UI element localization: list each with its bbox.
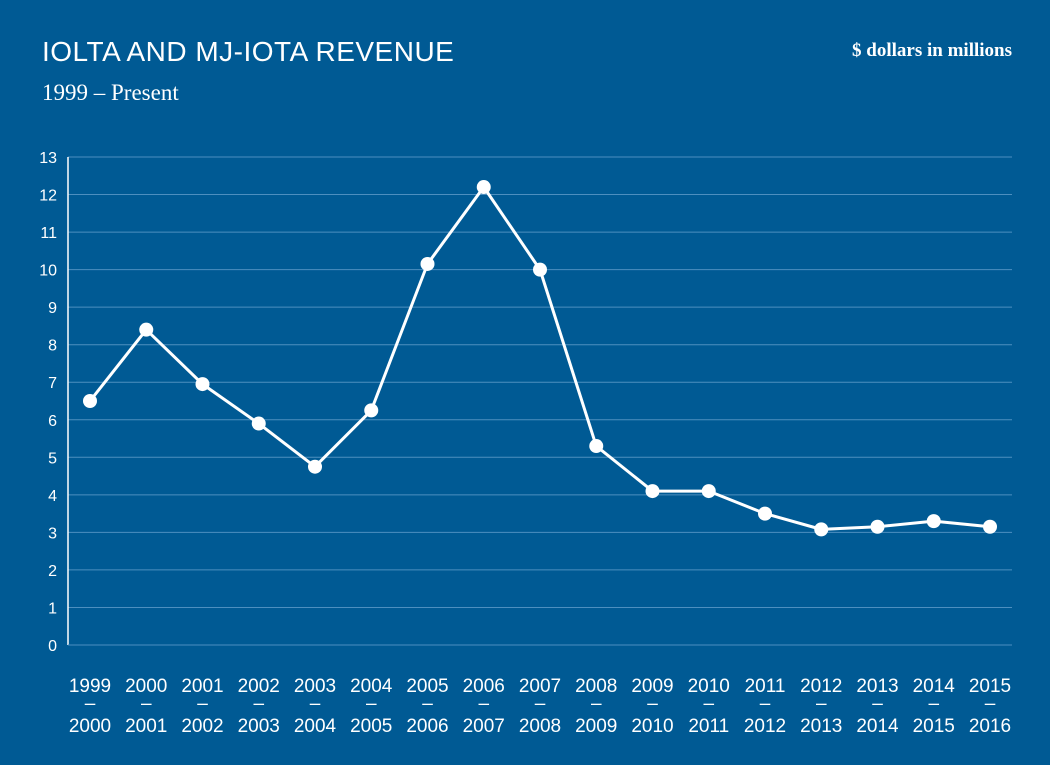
data-point: [195, 377, 210, 392]
data-point: [420, 256, 435, 271]
data-point: [251, 416, 266, 431]
data-point: [589, 439, 604, 454]
x-tick-label: –: [816, 694, 827, 715]
y-tick-label: 2: [48, 563, 57, 580]
x-tick-label: 2012: [800, 676, 842, 697]
data-point: [758, 506, 772, 521]
x-tick-label: 2013: [800, 716, 842, 737]
x-tick-label: –: [928, 694, 939, 715]
x-tick-label: –: [253, 694, 264, 715]
y-tick-label: 13: [39, 150, 57, 167]
x-tick-label: 2012: [744, 716, 786, 737]
x-tick-label: 2015: [969, 676, 1011, 697]
y-tick-label: 3: [48, 525, 57, 542]
x-tick-label: –: [197, 694, 208, 715]
x-tick-label: 2015: [913, 716, 955, 737]
x-tick-label: 2009: [575, 716, 617, 737]
data-point: [308, 459, 322, 474]
data-point: [870, 519, 885, 534]
y-tick-label: 12: [39, 188, 57, 205]
x-tick-label: 2011: [745, 676, 786, 697]
x-tick-label: 2010: [688, 676, 730, 697]
x-tick-label: 2000: [125, 676, 167, 697]
chart-subtitle: 1999 – Present: [42, 80, 179, 105]
x-tick-label: 2014: [856, 716, 899, 737]
x-tick-label: 2008: [519, 716, 561, 737]
y-tick-label: 8: [48, 338, 57, 355]
x-tick-label: –: [647, 694, 658, 715]
data-point: [83, 394, 97, 408]
data-point: [476, 180, 491, 195]
series-line: [88, 185, 991, 531]
x-tick-label: –: [760, 694, 771, 715]
y-tick-label: 6: [48, 413, 57, 430]
x-tick-label: 1999: [69, 676, 111, 697]
x-tick-label: 2011: [688, 716, 729, 737]
x-tick-label: 2002: [181, 716, 223, 737]
data-point: [814, 522, 829, 537]
x-tick-label: 2002: [238, 676, 280, 697]
x-tick-label: –: [535, 694, 546, 715]
x-tick-label: 2007: [463, 716, 505, 737]
x-tick-label: –: [85, 694, 96, 715]
x-tick-label: –: [422, 694, 433, 715]
data-point: [701, 484, 716, 499]
y-tick-label: 9: [48, 300, 57, 317]
data-point: [533, 262, 547, 277]
chart-title: IOLTA AND MJ-IOTA REVENUE: [42, 36, 455, 67]
y-tick-label: 5: [48, 450, 57, 467]
x-tick-label: 2001: [125, 716, 167, 737]
data-point: [983, 519, 997, 534]
x-tick-label: 2000: [69, 716, 111, 737]
x-tick-label: 2006: [406, 716, 448, 737]
y-tick-label: 4: [48, 488, 57, 505]
x-tick-label: –: [591, 694, 602, 715]
y-tick-label: 10: [39, 263, 57, 280]
x-tick-label: –: [703, 694, 714, 715]
x-tick-label: 2010: [631, 716, 673, 737]
x-tick-label: 2013: [856, 676, 898, 697]
x-tick-label: 2014: [913, 676, 956, 697]
x-tick-label: 2008: [575, 676, 617, 697]
x-tick-label: 2001: [181, 676, 223, 697]
x-tick-label: –: [478, 694, 489, 715]
x-tick-label: –: [141, 694, 152, 715]
data-point: [645, 484, 660, 499]
x-tick-label: –: [872, 694, 883, 715]
y-tick-label: 7: [48, 375, 57, 392]
x-tick-label: 2007: [519, 676, 561, 697]
x-tick-label: 2003: [238, 716, 280, 737]
x-tick-label: 2016: [969, 716, 1011, 737]
y-tick-label: 1: [48, 600, 57, 617]
y-tick-label: 11: [40, 225, 57, 242]
x-tick-label: 2004: [350, 676, 393, 697]
data-point: [926, 514, 941, 529]
data-point: [139, 322, 154, 337]
x-tick-label: –: [985, 694, 996, 715]
units-note: $ dollars in millions: [852, 40, 1012, 61]
x-tick-label: 2004: [294, 716, 337, 737]
x-tick-label: 2009: [631, 676, 673, 697]
x-tick-label: –: [310, 694, 321, 715]
x-tick-label: 2006: [463, 676, 505, 697]
x-tick-label: 2003: [294, 676, 336, 697]
x-tick-label: 2005: [406, 676, 448, 697]
data-point: [364, 403, 379, 418]
y-tick-label: 0: [48, 638, 57, 655]
x-tick-label: –: [366, 694, 377, 715]
x-tick-label: 2005: [350, 716, 392, 737]
